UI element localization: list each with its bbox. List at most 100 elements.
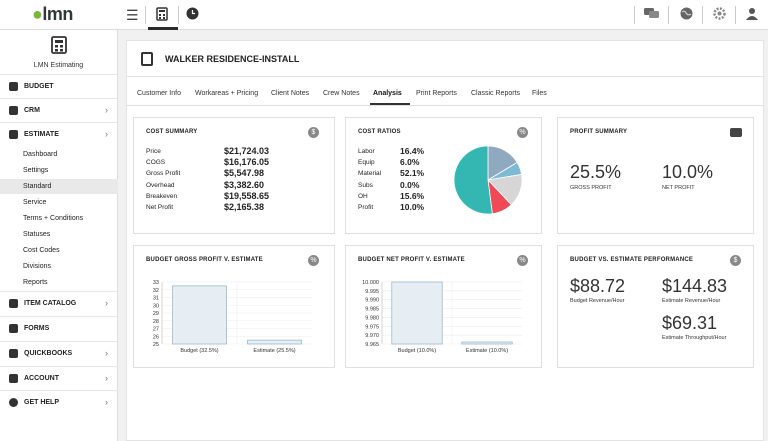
tab-classic-reports[interactable]: Classic Reports	[471, 90, 521, 97]
tab-workareas-pricing[interactable]: Workareas + Pricing	[195, 90, 259, 97]
cost-value: $5,547.98	[224, 168, 265, 178]
sidebar-item-get-help[interactable]: GET HELP ›	[0, 390, 118, 414]
tab-crew-notes[interactable]: Crew Notes	[323, 90, 360, 97]
sidebar-subitem-standard[interactable]: Standard	[0, 179, 118, 194]
y-tick-label: 29	[153, 311, 159, 317]
gear-icon[interactable]	[713, 7, 726, 23]
active-app-indicator	[148, 27, 178, 30]
clock-icon[interactable]	[186, 7, 199, 23]
sidebar: LMN Estimating BUDGET CRM › ESTIMATE › D…	[0, 30, 118, 441]
sidebar-subitem-statuses[interactable]: Statuses	[23, 231, 51, 238]
bar-budget	[391, 281, 443, 345]
ratio-label: Subs	[358, 182, 373, 189]
budget-icon	[9, 82, 18, 91]
sidebar-subitem-reports[interactable]: Reports	[23, 279, 48, 286]
y-tick-label: 26	[153, 334, 159, 340]
cost-ratios-pie-chart	[453, 145, 523, 215]
sidebar-item-quickbooks[interactable]: QUICKBOOKS ›	[0, 341, 118, 365]
net-profit-value: 10.0%	[662, 162, 714, 182]
cost-value: $2,165.38	[224, 202, 265, 212]
estimate-revenue-value: $144.83	[662, 276, 728, 296]
y-tick-label: 9.965	[365, 342, 379, 348]
app-tile-label: LMN Estimating	[33, 62, 84, 69]
tab-files[interactable]: Files	[532, 90, 547, 97]
chevron-right-icon: ›	[105, 105, 108, 115]
sidebar-item-label: FORMS	[24, 325, 50, 332]
sidebar-item-label: ITEM CATALOG	[24, 300, 77, 307]
sidebar-item-budget[interactable]: BUDGET	[0, 74, 118, 98]
percent-icon: %	[308, 255, 319, 266]
calculator-icon	[0, 36, 117, 59]
x-tick-label: Budget (10.0%)	[398, 348, 436, 354]
tab-customer-info[interactable]: Customer Info	[137, 90, 181, 97]
globe-icon[interactable]	[680, 7, 693, 23]
tab-client-notes[interactable]: Client Notes	[271, 90, 310, 97]
bar-estimate	[461, 341, 513, 345]
ratio-label: Equip	[358, 159, 375, 166]
estimate-throughput-label: Estimate Throughput/Hour	[662, 335, 727, 341]
cost-value: $3,382.60	[224, 180, 265, 190]
budget-revenue-label: Budget Revenue/Hour	[570, 298, 625, 304]
panel-title: COST RATIOS	[358, 129, 401, 135]
sidebar-item-account[interactable]: ACCOUNT ›	[0, 366, 118, 390]
sidebar-item-label: ESTIMATE	[24, 131, 59, 138]
panel-title: BUDGET NET PROFIT V. ESTIMATE	[358, 257, 465, 263]
sidebar-item-crm[interactable]: CRM ›	[0, 98, 118, 122]
cost-label: Overhead	[146, 182, 175, 189]
sidebar-subitem-cost-codes[interactable]: Cost Codes	[23, 247, 60, 254]
calculator-icon	[141, 52, 153, 66]
quickbooks-icon	[9, 349, 18, 358]
sidebar-item-forms[interactable]: FORMS	[0, 316, 118, 340]
chevron-down-icon: ›	[105, 129, 108, 139]
tab-analysis[interactable]: Analysis	[373, 90, 402, 97]
ratio-label: Labor	[358, 148, 375, 155]
app-tile[interactable]: LMN Estimating	[0, 30, 117, 74]
y-tick-label: 9.980	[365, 315, 379, 321]
divider	[735, 6, 736, 24]
menu-icon[interactable]: ☰	[126, 7, 139, 23]
ratio-value: 15.6%	[400, 191, 425, 201]
percent-icon: %	[517, 255, 528, 266]
chat-icon[interactable]	[644, 7, 659, 23]
app-logo[interactable]: ●lmn	[32, 4, 73, 24]
chevron-right-icon: ›	[105, 373, 108, 383]
account-icon	[9, 374, 18, 383]
x-tick-label: Estimate (25.5%)	[253, 348, 295, 354]
sidebar-subitem-terms-conditions[interactable]: Terms + Conditions	[23, 215, 84, 222]
help-icon	[9, 398, 18, 407]
panel-title: BUDGET VS. ESTIMATE PERFORMANCE	[570, 257, 694, 263]
divider	[145, 6, 146, 24]
sidebar-item-estimate[interactable]: ESTIMATE ›	[0, 122, 118, 146]
bar-estimate	[247, 339, 302, 345]
divider	[634, 6, 635, 24]
net-profit-bar-chart: 10.000 9.995 9.990 9.985 9.980 9.975 9.970 9.96…	[362, 280, 522, 354]
panel-title: PROFIT SUMMARY	[570, 129, 628, 135]
percent-icon: %	[517, 127, 528, 138]
crm-icon	[9, 106, 18, 115]
gross-profit-value: 25.5%	[570, 162, 622, 182]
cost-ratios-panel: COST RATIOS % Labor 16.4% Equip 6.0% Mat…	[345, 117, 542, 234]
tab-print-reports[interactable]: Print Reports	[416, 90, 457, 97]
ratio-label: Profit	[358, 204, 374, 211]
sidebar-subitem-divisions[interactable]: Divisions	[23, 263, 52, 270]
ratio-value: 10.0%	[400, 202, 425, 212]
sidebar-item-item-catalog[interactable]: ITEM CATALOG ›	[0, 291, 118, 315]
estimate-icon	[9, 130, 18, 139]
gross-profit-chart-panel: BUDGET GROSS PROFIT V. ESTIMATE % 33 32 31…	[133, 245, 335, 368]
sidebar-item-label: CRM	[24, 107, 40, 114]
active-tab-indicator	[370, 103, 410, 105]
sidebar-subitem-service[interactable]: Service	[23, 199, 47, 206]
calculator-icon[interactable]	[156, 7, 168, 24]
estimate-revenue-label: Estimate Revenue/Hour	[662, 298, 721, 304]
sidebar-subitem-dashboard[interactable]: Dashboard	[23, 151, 58, 158]
sidebar-subitem-settings[interactable]: Settings	[23, 167, 49, 174]
chevron-right-icon: ›	[105, 298, 108, 308]
page-title: WALKER RESIDENCE-INSTALL	[165, 54, 300, 64]
divider	[702, 6, 703, 24]
profit-summary-panel: PROFIT SUMMARY 25.5% GROSS PROFIT 10.0% …	[557, 117, 754, 234]
net-profit-chart-panel: BUDGET NET PROFIT V. ESTIMATE % 10.000 9.…	[345, 245, 542, 368]
chevron-right-icon: ›	[105, 348, 108, 358]
user-icon[interactable]	[746, 7, 758, 23]
cost-value: $21,724.03	[224, 146, 270, 156]
